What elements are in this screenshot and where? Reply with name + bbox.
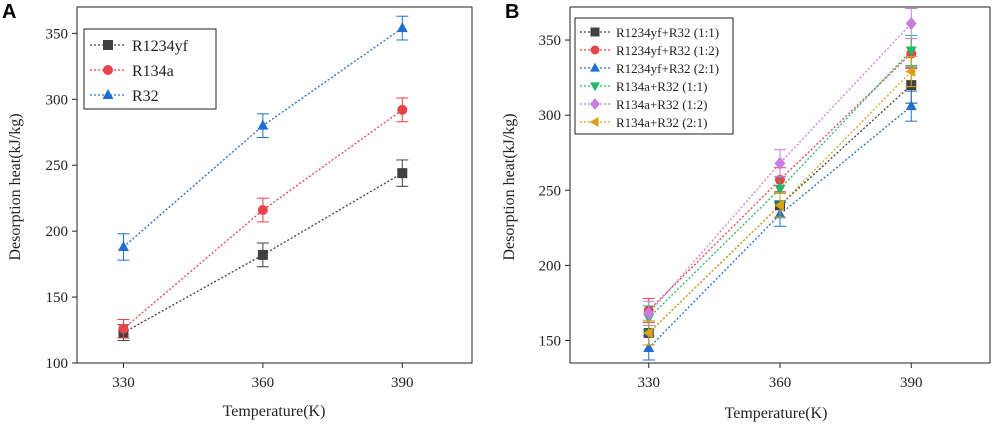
data-point bbox=[396, 22, 408, 33]
data-point bbox=[905, 17, 917, 31]
y-tick-label: 250 bbox=[539, 183, 562, 199]
x-tick-label: 330 bbox=[112, 375, 135, 391]
data-point bbox=[643, 306, 655, 320]
x-tick-label: 330 bbox=[638, 375, 661, 391]
legend-marker bbox=[103, 40, 113, 50]
data-point bbox=[905, 100, 917, 111]
legend-label: R134a+R32 (1:1) bbox=[616, 79, 707, 94]
y-tick-label: 150 bbox=[46, 290, 69, 306]
x-tick-label: 390 bbox=[391, 375, 414, 391]
panel-a-label: A bbox=[2, 1, 16, 23]
legend-marker bbox=[590, 82, 600, 92]
x-tick-label: 390 bbox=[900, 375, 923, 391]
markers-a bbox=[117, 15, 409, 342]
data-point bbox=[905, 46, 917, 57]
data-point bbox=[642, 327, 653, 339]
legend-label: R134a+R32 (2:1) bbox=[616, 115, 707, 130]
axes-b: 150 200 250 300 350 330 360 390 bbox=[539, 33, 923, 391]
panel-b: B 150 200 250 300 350 330 360 390 Temperature(K… bbox=[501, 1, 991, 422]
data-point bbox=[257, 249, 268, 260]
data-point bbox=[774, 156, 786, 170]
data-point bbox=[643, 341, 655, 352]
x-tick-label: 360 bbox=[769, 375, 792, 391]
series-line bbox=[648, 71, 912, 334]
data-point bbox=[905, 66, 916, 78]
legend-marker bbox=[590, 98, 600, 110]
y-tick-label: 150 bbox=[539, 333, 562, 349]
legend-marker bbox=[589, 117, 599, 127]
y-tick-label: 100 bbox=[46, 356, 69, 372]
legend-label: R134a bbox=[132, 63, 174, 80]
legend-a: R1234yf R134a R32 bbox=[83, 28, 217, 110]
series-line bbox=[648, 105, 912, 349]
data-point bbox=[257, 205, 268, 216]
data-point bbox=[774, 199, 784, 211]
legend-label: R1234yf+R32 (2:1) bbox=[616, 61, 719, 76]
axes-a: 100 150 200 250 300 350 330 360 390 bbox=[46, 26, 414, 391]
series-line bbox=[123, 109, 403, 330]
y-tick-label: 300 bbox=[539, 108, 562, 124]
legend-box-b bbox=[574, 17, 734, 135]
y-tick-label: 200 bbox=[46, 224, 69, 240]
y-axis-label-a: Desorption heat(kJ/kg) bbox=[7, 113, 24, 260]
legend-label: R134a+R32 (1:2) bbox=[616, 97, 707, 112]
y-tick-label: 350 bbox=[539, 33, 562, 49]
legend-b: R1234yf+R32 (1:1) R1234yf+R32 (1:2) R1234y… bbox=[574, 17, 734, 135]
legend-marker bbox=[590, 62, 600, 72]
legend-label: R32 bbox=[132, 88, 159, 105]
x-axis-label-a: Temperature(K) bbox=[223, 403, 326, 420]
series-line bbox=[123, 172, 403, 334]
data-point bbox=[118, 323, 129, 334]
x-tick-label: 360 bbox=[252, 375, 275, 391]
plot-frame-a bbox=[76, 6, 473, 364]
legend-marker bbox=[590, 27, 600, 37]
markers-b bbox=[642, 8, 918, 361]
legend-marker bbox=[102, 89, 114, 99]
data-point bbox=[774, 184, 786, 195]
y-tick-label: 250 bbox=[46, 158, 69, 174]
legend-label: R1234yf+R32 (1:2) bbox=[616, 43, 719, 58]
legend-label: R1234yf+R32 (1:1) bbox=[616, 25, 719, 40]
legend-marker bbox=[103, 65, 113, 75]
panel-b-label: B bbox=[505, 1, 519, 23]
data-point bbox=[117, 240, 129, 251]
y-tick-label: 350 bbox=[46, 26, 69, 42]
x-axis-label-b: Temperature(K) bbox=[725, 405, 828, 422]
panel-a: A 100 150 200 250 300 350 330 360 390 Temperatur… bbox=[2, 1, 473, 420]
data-point bbox=[397, 104, 408, 115]
legend-label: R1234yf bbox=[132, 38, 189, 55]
data-point bbox=[257, 119, 269, 130]
data-point bbox=[397, 168, 408, 179]
y-axis-label-b: Desorption heat(kJ/kg) bbox=[501, 113, 518, 260]
y-tick-label: 300 bbox=[46, 92, 69, 108]
legend-marker bbox=[590, 45, 600, 55]
y-tick-label: 200 bbox=[539, 258, 562, 274]
